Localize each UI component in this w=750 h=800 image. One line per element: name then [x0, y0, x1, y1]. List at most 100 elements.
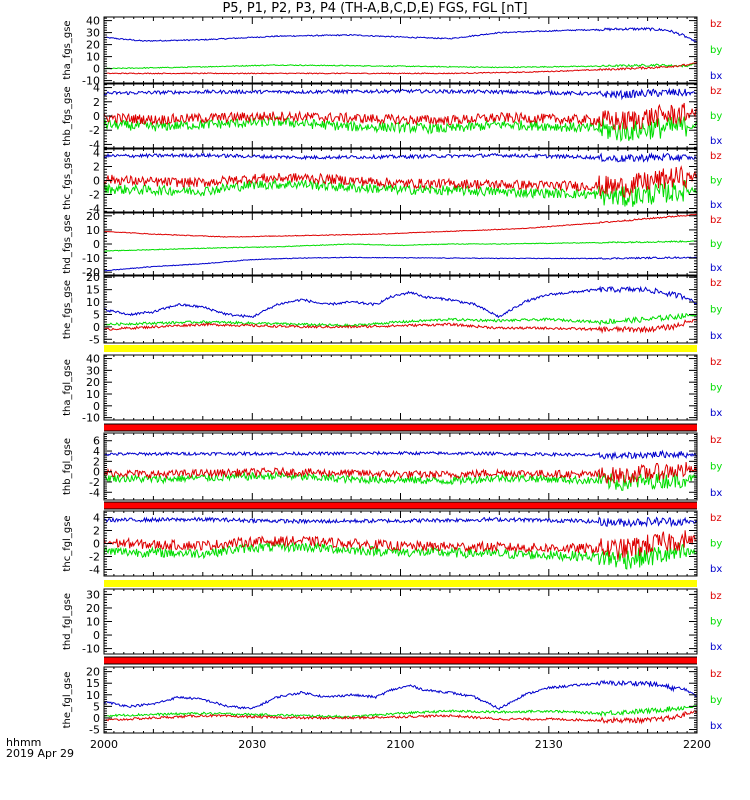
y-tick-label: -10	[82, 412, 100, 425]
series-bz-line	[104, 461, 697, 484]
y-tick-label: 4	[93, 445, 100, 458]
series-bz-line	[104, 530, 697, 560]
flag-bar-red	[104, 424, 697, 431]
legend-bx: bx	[710, 71, 722, 82]
y-tick-label: 0	[93, 238, 100, 251]
chart-title: P5, P1, P2, P3, P4 (TH-A,B,C,D,E) FGS, F…	[222, 1, 528, 16]
legend-bz: bz	[710, 19, 722, 30]
y-tick-label: 20	[86, 39, 100, 52]
y-tick-label: 10	[86, 689, 100, 702]
series-bz-line	[104, 213, 697, 238]
panel-frame	[103, 432, 698, 501]
y-tick-label: 4	[93, 512, 100, 525]
y-tick-label: 4	[93, 147, 100, 160]
panel-frame	[103, 666, 698, 734]
panel-thc_fgs_gse: 420-2-4 thc_fgs_gse bz by bx	[62, 147, 722, 216]
y-tick-label: -2	[89, 124, 100, 137]
series-by-line	[104, 239, 697, 252]
y-tick-label: 0	[93, 110, 100, 123]
y-tick-label: -4	[89, 203, 100, 216]
series-by-line	[104, 116, 697, 143]
y-tick-label: 40	[86, 15, 100, 28]
y-tick-label: 20	[86, 271, 100, 284]
legend-by: by	[710, 617, 722, 628]
series-by-line	[104, 470, 697, 491]
y-tick-label: 0	[93, 466, 100, 479]
y-axis-label: thb_fgl_gse	[62, 438, 73, 495]
y-tick-label: 0	[93, 175, 100, 188]
panel-frame	[103, 275, 698, 344]
y-axis-label: thd_fgl_gse	[62, 593, 73, 650]
legend-bz: bz	[710, 669, 722, 680]
legend-bz: bz	[710, 513, 722, 524]
y-tick-label: -2	[89, 551, 100, 564]
y-tick-label: -5	[89, 333, 100, 346]
legend-bx: bx	[710, 564, 722, 575]
x-tick-label: 2030	[238, 738, 266, 751]
y-tick-label: 10	[86, 616, 100, 629]
series-bz-line	[104, 318, 697, 334]
y-axis-label: thc_fgs_gse	[62, 151, 73, 210]
y-tick-label: -4	[89, 564, 100, 577]
y-axis-label: thb_fgs_gse	[62, 86, 73, 145]
series-by-line	[104, 62, 697, 70]
y-axis-label: thd_fgs_gse	[62, 214, 73, 273]
series-bz-line	[104, 61, 697, 75]
y-tick-label: 10	[86, 51, 100, 64]
series-bx-line	[104, 449, 697, 461]
legend-by: by	[710, 695, 722, 706]
y-tick-label: 0	[93, 538, 100, 551]
y-tick-label: 6	[93, 435, 100, 448]
x-tick-label: 2000	[90, 738, 118, 751]
series-by-line	[104, 704, 697, 719]
y-tick-label: 10	[86, 388, 100, 401]
y-tick-label: 2	[93, 161, 100, 174]
flag-bar-yellow	[104, 580, 697, 587]
panel-frame	[103, 354, 698, 421]
series-bx-line	[104, 679, 697, 710]
series-bx-line	[104, 27, 697, 43]
y-axis-label: tha_fgl_gse	[62, 359, 73, 416]
legend-bz: bz	[710, 86, 722, 97]
legend-by: by	[710, 462, 722, 473]
legend-bz: bz	[710, 151, 722, 162]
y-tick-label: 30	[86, 588, 100, 601]
legend-bx: bx	[710, 488, 722, 499]
y-tick-label: -4	[89, 138, 100, 151]
legend-bz: bz	[710, 357, 722, 368]
series-bx-line	[104, 285, 697, 319]
series-bz-line	[104, 165, 697, 198]
y-tick-label: 4	[93, 82, 100, 95]
y-tick-label: 2	[93, 96, 100, 109]
y-tick-label: 0	[93, 63, 100, 76]
y-tick-label: -10	[82, 75, 100, 88]
legend-by: by	[710, 239, 722, 250]
y-tick-label: 30	[86, 364, 100, 377]
y-tick-label: -2	[89, 189, 100, 202]
y-tick-label: -20	[82, 266, 100, 279]
series-bz-line	[104, 710, 697, 725]
x-axis-footer: hhmm 2019 Apr 29	[6, 737, 74, 759]
flag-bar-yellow	[104, 345, 697, 352]
x-axis-unit-label: hhmm	[6, 736, 42, 749]
flag-bar-red	[104, 502, 697, 509]
y-tick-label: 0	[93, 712, 100, 725]
y-tick-label: -5	[89, 724, 100, 737]
series-bz-line	[104, 102, 697, 131]
y-axis-label: the_fgl_gse	[62, 672, 73, 729]
y-axis-label: thc_fgl_gse	[62, 515, 73, 571]
legend-bx: bx	[710, 263, 722, 274]
legend-by: by	[710, 45, 722, 56]
y-tick-label: 2	[93, 455, 100, 468]
y-tick-label: 10	[86, 296, 100, 309]
y-tick-label: 15	[86, 677, 100, 690]
y-axis-label: tha_fgs_gse	[62, 20, 73, 79]
x-tick-label: 2130	[535, 738, 563, 751]
x-tick-label: 2200	[683, 738, 711, 751]
